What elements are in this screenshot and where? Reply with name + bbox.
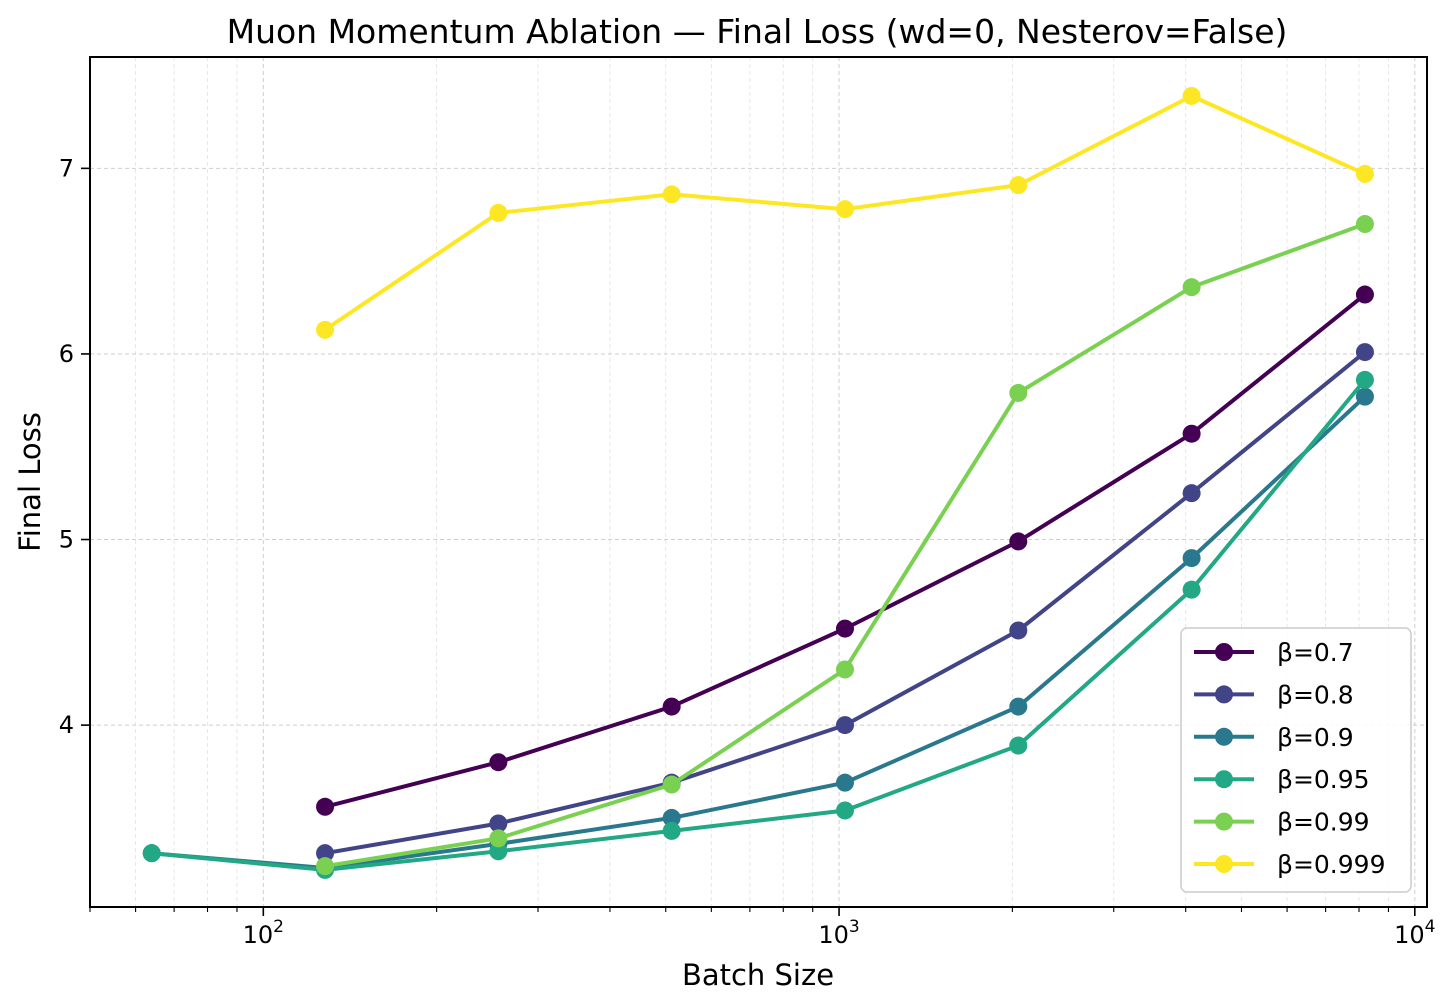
x-axis-label: Batch Size [682, 958, 834, 992]
data-point [1355, 387, 1374, 406]
legend-swatch-marker [1215, 770, 1233, 789]
data-point [1355, 370, 1374, 389]
data-point [1182, 86, 1201, 105]
data-point [1009, 532, 1028, 551]
data-point [835, 773, 854, 792]
legend-swatch-marker [1215, 855, 1233, 873]
y-tick-label: 5 [59, 526, 74, 554]
data-point [662, 775, 681, 794]
data-point [1355, 215, 1374, 234]
data-point [662, 808, 681, 827]
data-point [1182, 484, 1201, 503]
data-point [1009, 697, 1028, 716]
data-point [316, 797, 335, 816]
data-point [1355, 343, 1374, 362]
data-point [316, 844, 335, 863]
legend-item: β=0.8 [1194, 680, 1354, 709]
legend-label: β=0.7 [1277, 638, 1354, 667]
legend-item: β=0.7 [1194, 638, 1354, 667]
data-point [489, 753, 508, 772]
y-axis-label: Final Loss [13, 412, 47, 552]
data-point [835, 716, 854, 735]
data-point [835, 801, 854, 820]
data-point [1009, 621, 1028, 640]
legend-swatch-marker [1215, 727, 1233, 746]
series-0 [316, 285, 1374, 816]
data-point [489, 829, 508, 848]
legend-swatch-marker [1215, 812, 1233, 831]
legend-swatch-marker [1215, 685, 1233, 704]
data-point [835, 619, 854, 638]
data-point [835, 660, 854, 679]
data-point [662, 185, 681, 204]
axis-ticks: 4 5 6 7 102 103 104 [59, 154, 1436, 949]
data-point [142, 844, 161, 863]
legend-label: β=0.9 [1277, 723, 1354, 752]
data-point [1009, 736, 1028, 755]
legend-swatch-marker [1215, 643, 1233, 661]
data-point [1182, 580, 1201, 599]
data-point [662, 821, 681, 840]
series-5 [316, 86, 1374, 339]
legend-label: β=0.999 [1277, 850, 1385, 879]
data-point [316, 320, 335, 339]
data-point [1182, 424, 1201, 443]
y-tick-label: 6 [59, 340, 74, 368]
x-tick-label: 103 [818, 917, 859, 949]
legend-item: β=0.95 [1194, 765, 1370, 794]
data-point [1355, 164, 1374, 183]
data-point [316, 857, 335, 876]
legend-item: β=0.999 [1194, 850, 1385, 879]
data-point [835, 200, 854, 219]
legend-item: β=0.99 [1194, 808, 1370, 837]
legend-label: β=0.99 [1277, 808, 1370, 837]
legend-label: β=0.8 [1277, 680, 1354, 709]
y-tick-label: 7 [59, 154, 74, 182]
data-point [1182, 549, 1201, 568]
x-tick-label: 104 [1394, 917, 1435, 949]
data-point [489, 203, 508, 222]
series-4 [316, 215, 1374, 876]
plot-area-frame [89, 56, 1428, 908]
data-point [1182, 278, 1201, 297]
data-point [662, 697, 681, 716]
series-lines [142, 86, 1374, 879]
data-point [1009, 383, 1028, 402]
data-point [489, 814, 508, 833]
x-tick-label: 102 [243, 917, 284, 949]
data-point [489, 842, 508, 861]
series-line [149, 394, 1367, 870]
y-tick-label: 4 [59, 711, 74, 739]
data-point [1355, 285, 1374, 304]
data-point [1009, 176, 1028, 195]
legend-item: β=0.9 [1194, 723, 1354, 752]
legend-label: β=0.95 [1277, 765, 1370, 794]
chart-title: Muon Momentum Ablation — Final Loss (wd=… [227, 12, 1288, 51]
series-line [149, 377, 1367, 872]
legend: β=0.7 β=0.8 β=0.9 β=0.95 β=0.99 β=0.999 [1180, 627, 1412, 893]
